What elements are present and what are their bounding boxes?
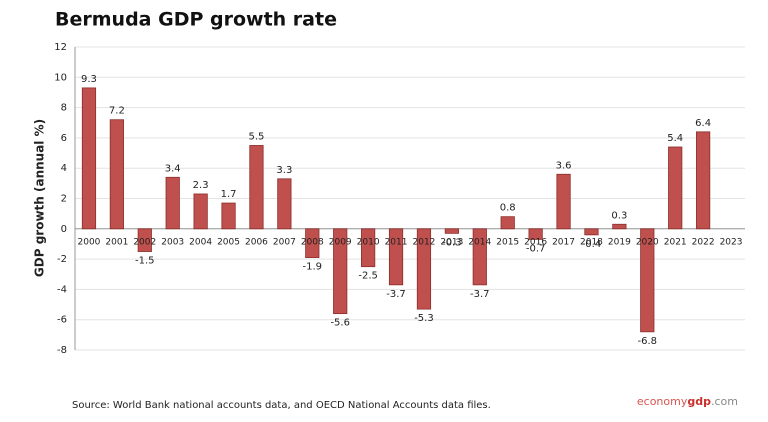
x-tick-label: 2010 <box>357 237 380 247</box>
value-label: 5.4 <box>667 133 683 144</box>
bar <box>584 228 599 236</box>
x-tick-label: 2011 <box>385 237 408 247</box>
bar <box>472 228 487 286</box>
brand: economygdp.com <box>637 395 738 408</box>
x-tick-label: 2020 <box>636 237 659 247</box>
bar <box>668 146 683 230</box>
bar <box>556 173 571 230</box>
x-tick-label: 2019 <box>608 237 631 247</box>
x-tick-label: 2007 <box>273 237 296 247</box>
y-tick-label: -4 <box>57 284 67 295</box>
bar <box>388 228 404 286</box>
value-label: -0.7 <box>526 243 546 254</box>
source: Source: World Bank national accounts dat… <box>72 400 491 411</box>
value-label: 0.8 <box>500 203 516 214</box>
value-label: 9.3 <box>81 74 97 85</box>
x-tick-label: 2021 <box>664 237 687 247</box>
x-tick-label: 2018 <box>580 237 603 247</box>
x-tick-label: 2001 <box>105 237 128 247</box>
x-tick-label: 2003 <box>161 237 184 247</box>
y-tick-label: 12 <box>54 42 67 53</box>
value-label: 5.5 <box>249 131 265 142</box>
value-label: 6.4 <box>695 118 711 129</box>
bar <box>221 202 236 230</box>
y-tick-label: 4 <box>61 163 67 174</box>
bar <box>416 228 432 310</box>
value-label: -6.8 <box>638 336 658 347</box>
y-tick-label: 10 <box>54 72 67 83</box>
x-tick-label: 2000 <box>78 237 101 247</box>
x-tick-label: 2013 <box>440 237 463 247</box>
bar <box>528 228 543 240</box>
y-tick-label: 8 <box>61 103 67 114</box>
bar <box>612 223 627 230</box>
value-label: -1.5 <box>135 256 155 267</box>
brand-part: economy <box>637 395 688 408</box>
x-tick-label: 2002 <box>133 237 156 247</box>
x-tick-label: 2017 <box>552 237 575 247</box>
chart-title: Bermuda GDP growth rate <box>55 9 337 31</box>
x-tick-label: 2016 <box>524 237 547 247</box>
y-tick-label: 6 <box>61 133 67 144</box>
x-tick-label: 2015 <box>496 237 519 247</box>
bar <box>165 176 180 230</box>
x-tick-label: 2012 <box>413 237 436 247</box>
value-label: -3.7 <box>386 289 406 300</box>
bar <box>277 178 292 230</box>
x-tick-label: 2005 <box>217 237 240 247</box>
bar <box>137 228 152 252</box>
value-label: -0.4 <box>582 239 602 250</box>
value-label: 3.4 <box>165 163 181 174</box>
y-tick-label: 0 <box>61 224 67 235</box>
value-label: -5.6 <box>330 318 350 329</box>
value-label: -5.3 <box>414 313 434 324</box>
bar <box>500 216 515 230</box>
value-label: 7.2 <box>109 106 125 117</box>
y-axis-label: GDP growth (annual %) <box>33 119 47 277</box>
value-label: 3.6 <box>556 160 572 171</box>
value-label: -3.7 <box>470 289 490 300</box>
value-label: -0.3 <box>442 237 462 248</box>
bar <box>305 228 320 258</box>
value-label: 2.3 <box>193 180 209 191</box>
bar <box>696 131 711 230</box>
brand-part: gdp <box>687 395 711 408</box>
value-label: -2.5 <box>358 271 378 282</box>
value-label: 3.3 <box>276 165 292 176</box>
x-tick-label: 2014 <box>468 237 491 247</box>
value-label: -1.9 <box>303 262 323 273</box>
value-label: 0.3 <box>611 210 627 221</box>
bar <box>193 193 208 230</box>
bar <box>640 228 655 333</box>
x-tick-label: 2008 <box>301 237 324 247</box>
bar <box>249 145 264 230</box>
bar <box>444 228 459 234</box>
y-tick-label: -8 <box>57 345 67 356</box>
bar <box>333 228 348 315</box>
y-tick-label: -6 <box>57 315 67 326</box>
brand-part: .com <box>711 395 738 408</box>
bar <box>361 228 376 268</box>
y-tick-label: -2 <box>57 254 67 265</box>
y-tick-label: 2 <box>61 194 67 205</box>
bar <box>109 119 124 230</box>
value-label: 1.7 <box>221 189 237 200</box>
bar <box>81 87 97 230</box>
x-tick-label: 2022 <box>692 237 715 247</box>
x-tick-label: 2009 <box>329 237 352 247</box>
x-tick-label: 2006 <box>245 237 268 247</box>
x-tick-label: 2004 <box>189 237 212 247</box>
x-tick-label: 2023 <box>720 237 743 247</box>
